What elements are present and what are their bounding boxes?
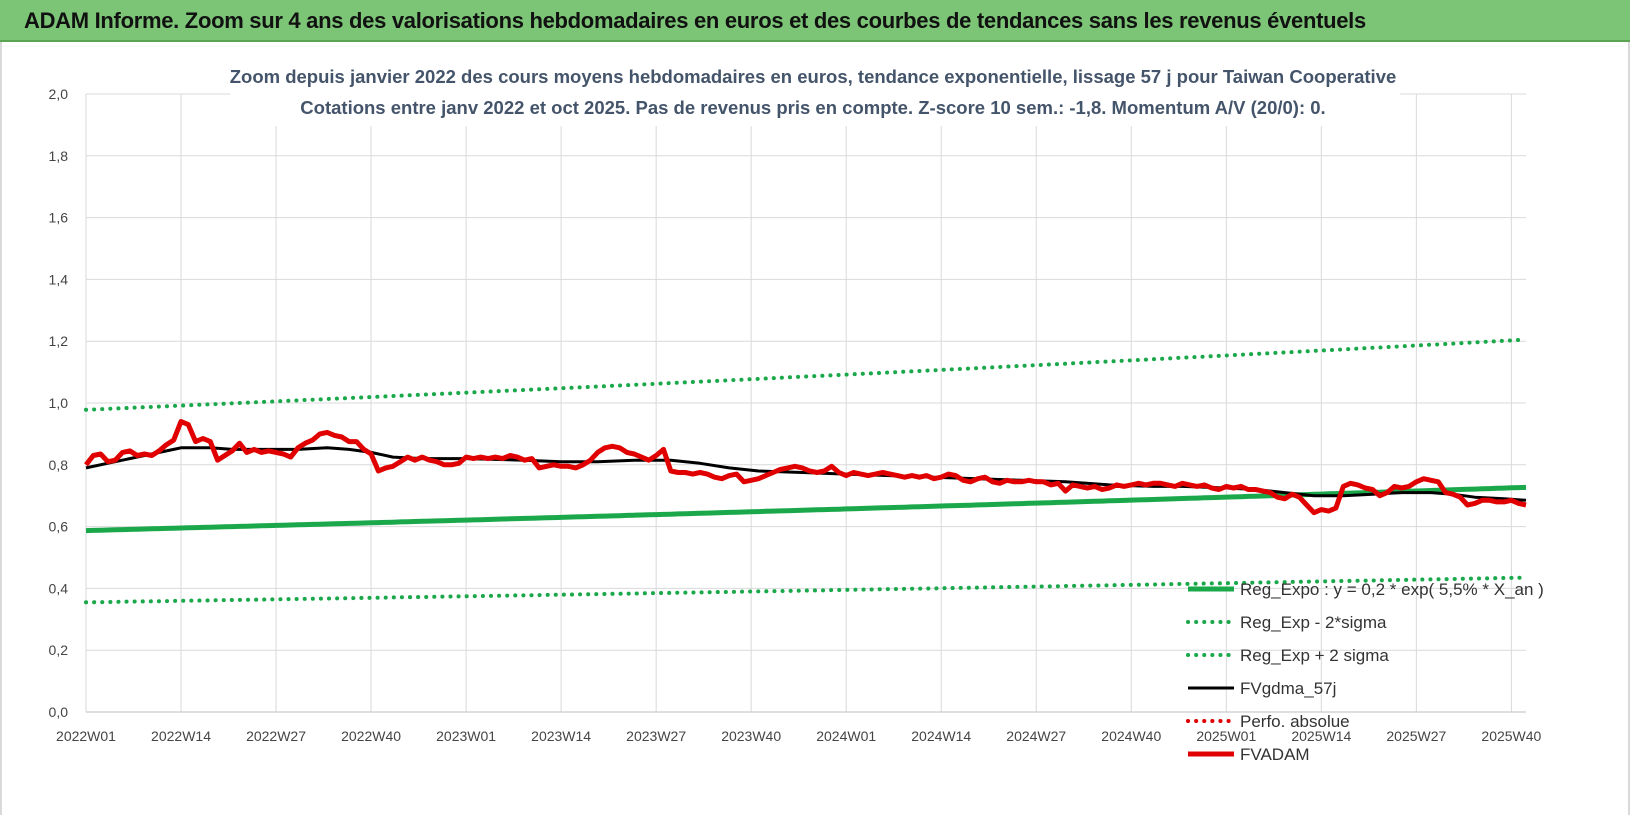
series-group	[84, 337, 1528, 605]
x-tick-label: 2022W40	[341, 728, 401, 744]
header-bar: ADAM Informe. Zoom sur 4 ans des valoris…	[0, 0, 1630, 42]
y-tick-label: 0,6	[49, 519, 69, 535]
y-tick-label: 0,2	[49, 642, 69, 658]
x-tick-label: 2024W40	[1101, 728, 1161, 744]
x-tick-label: 2023W01	[436, 728, 496, 744]
series-reg-exp-minus-2sigma	[84, 575, 1528, 605]
y-tick-label: 1,2	[49, 333, 69, 349]
series-reg-exp-plus-2sigma	[84, 337, 1528, 412]
x-tick-label: 2025W14	[1291, 728, 1351, 744]
x-tick-label: 2022W27	[246, 728, 306, 744]
legend-label: FVADAM	[1240, 745, 1310, 764]
x-tick-label: 2023W40	[721, 728, 781, 744]
x-axis-ticks: 2022W01 2022W14 2022W27 2022W40 2023W01 2023W…	[56, 728, 1542, 744]
legend-label: Reg_Expo : y = 0,2 * exp( 5,5% * X_an )	[1240, 580, 1544, 599]
x-tick-label: 2024W01	[816, 728, 876, 744]
series-fvgdma-57j	[85, 446, 1527, 502]
x-tick-label: 2025W01	[1196, 728, 1256, 744]
x-tick-label: 2025W27	[1386, 728, 1446, 744]
chart-title-line2: Cotations entre janv 2022 et oct 2025. P…	[300, 97, 1325, 118]
y-axis-ticks: 0,0 0,2 0,4 0,6 0,8 1,0 1,2 1,4 1,6 1,8 2,0	[49, 86, 69, 720]
legend-label: Reg_Exp + 2 sigma	[1240, 646, 1389, 665]
x-tick-label: 2023W14	[531, 728, 591, 744]
chart-frame: 0,0 0,2 0,4 0,6 0,8 1,0 1,2 1,4 1,6 1,8 2,0 2022W0…	[0, 42, 1630, 815]
y-tick-label: 1,4	[49, 271, 69, 287]
legend-label: FVgdma_57j	[1240, 679, 1336, 698]
y-tick-label: 0,4	[49, 580, 69, 596]
title-background	[230, 58, 1400, 126]
page-title: ADAM Informe. Zoom sur 4 ans des valoris…	[24, 8, 1366, 33]
y-tick-label: 0,0	[49, 704, 69, 720]
legend: Reg_Expo : y = 0,2 * exp( 5,5% * X_an ) R…	[1186, 580, 1544, 764]
y-tick-label: 1,0	[49, 395, 69, 411]
chart-title-line1: Zoom depuis janvier 2022 des cours moyen…	[230, 66, 1397, 87]
x-tick-label: 2022W14	[151, 728, 211, 744]
legend-label: Reg_Exp - 2*sigma	[1240, 613, 1387, 632]
x-tick-label: 2025W40	[1481, 728, 1541, 744]
y-tick-label: 0,8	[49, 457, 69, 473]
x-tick-label: 2024W27	[1006, 728, 1066, 744]
x-tick-label: 2022W01	[56, 728, 116, 744]
x-tick-label: 2024W14	[911, 728, 971, 744]
y-tick-label: 2,0	[49, 86, 69, 102]
line-chart: 0,0 0,2 0,4 0,6 0,8 1,0 1,2 1,4 1,6 1,8 2,0 2022W0…	[49, 58, 1544, 764]
y-tick-label: 1,8	[49, 148, 69, 164]
x-tick-label: 2023W27	[626, 728, 686, 744]
legend-label: Perfo. absolue	[1240, 712, 1350, 731]
y-tick-label: 1,6	[49, 210, 69, 226]
series-fvadam	[84, 419, 1527, 516]
